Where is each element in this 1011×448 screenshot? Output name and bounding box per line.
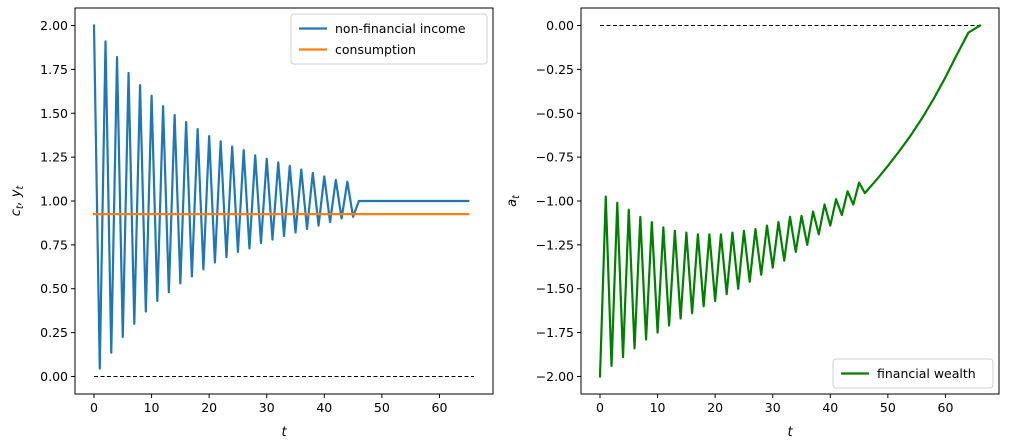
x-tick-label: 60 xyxy=(432,400,448,415)
y-tick-label: −1.75 xyxy=(536,325,574,340)
series-layer xyxy=(92,24,470,370)
y-tick-label: −2.00 xyxy=(536,369,574,384)
x-tick-label: 10 xyxy=(144,400,160,415)
x-axis-ticks: 0 10 20 30 40 50 60 xyxy=(90,394,447,415)
x-tick-label: 40 xyxy=(822,400,838,415)
x-axis-label: t xyxy=(787,425,793,440)
y-axis-label: at​ xyxy=(505,194,522,207)
y-tick-label: −1.50 xyxy=(536,281,574,296)
income-consumption-panel: 0 10 20 30 40 50 60 0.00 0.25 0.50 0.75 1.00 1.25 1.… xyxy=(9,7,494,440)
plot-area xyxy=(581,8,999,394)
y-tick-label: −0.50 xyxy=(536,106,574,121)
y-axis-label: ct​, yt​ xyxy=(9,184,26,216)
y-tick-label: −1.25 xyxy=(536,237,574,252)
x-tick-label: 50 xyxy=(880,400,896,415)
legend-box xyxy=(832,358,994,389)
y-tick-label: 0.50 xyxy=(40,281,68,296)
x-tick-label: 20 xyxy=(707,400,723,415)
legend: non-financial income consumption xyxy=(290,13,488,65)
y-tick-label: 1.00 xyxy=(40,194,68,209)
legend-label: consumption xyxy=(335,42,416,57)
y-axis-ticks: −2.00 −1.75 −1.50 −1.25 −1.00 −0.75 −0.50 −0.25… xyxy=(536,18,581,384)
legend-label: non-financial income xyxy=(335,21,466,36)
y-tick-label: 0.00 xyxy=(546,18,574,33)
x-tick-label: 0 xyxy=(596,400,604,415)
y-tick-label: −1.00 xyxy=(536,194,574,209)
legend-box xyxy=(290,13,488,65)
series-line-financial-wealth xyxy=(598,24,982,378)
x-tick-label: 30 xyxy=(765,400,781,415)
y-tick-label: 2.00 xyxy=(40,18,68,33)
series-layer xyxy=(598,24,982,378)
y-tick-label: 0.00 xyxy=(40,369,68,384)
x-tick-label: 50 xyxy=(374,400,390,415)
x-tick-label: 40 xyxy=(316,400,332,415)
legend: financial wealth xyxy=(832,358,994,389)
y-tick-label: 0.75 xyxy=(40,237,68,252)
y-tick-label: 1.75 xyxy=(40,62,68,77)
x-tick-label: 30 xyxy=(259,400,275,415)
financial-wealth-panel: 0 10 20 30 40 50 60 −2.00−1.75−1.50−1.25−1.00−… xyxy=(505,7,1000,440)
y-tick-label: 0.25 xyxy=(40,325,68,340)
x-axis-ticks: 0 10 20 30 40 50 60 xyxy=(596,394,953,415)
x-tick-label: 10 xyxy=(650,400,666,415)
x-axis-label: t xyxy=(281,425,287,440)
y-axis-ticks: 0.00 0.25 0.50 0.75 1.00 1.25 1.50 1.75 2.00 xyxy=(40,18,75,384)
y-tick-label: −0.25 xyxy=(536,62,574,77)
series-line-non-financial-income xyxy=(92,24,470,370)
x-tick-label: 20 xyxy=(201,400,217,415)
x-tick-label: 60 xyxy=(938,400,954,415)
legend-label: financial wealth xyxy=(877,366,976,381)
y-tick-label: 1.50 xyxy=(40,106,68,121)
y-tick-label: 1.25 xyxy=(40,150,68,165)
x-tick-label: 0 xyxy=(90,400,98,415)
y-tick-label: −0.75 xyxy=(536,150,574,165)
